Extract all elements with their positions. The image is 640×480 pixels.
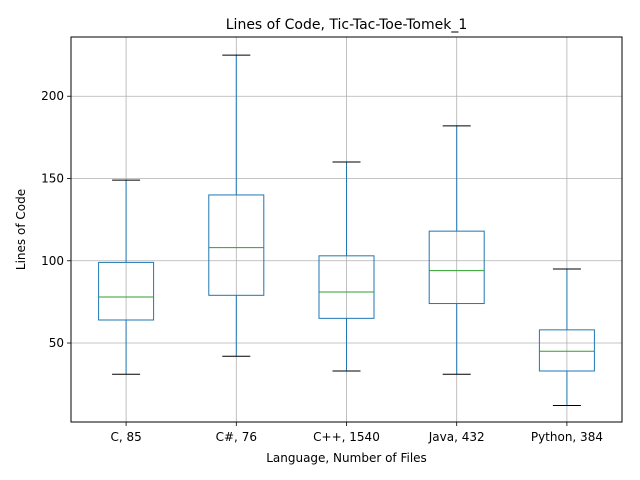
y-tick-label: 200 bbox=[41, 89, 64, 103]
box-group bbox=[318, 161, 375, 372]
box-group bbox=[428, 125, 485, 375]
box-group bbox=[208, 54, 265, 357]
iqr-box bbox=[208, 194, 265, 296]
chart-title: Lines of Code, Tic-Tac-Toe-Tomek_1 bbox=[226, 17, 467, 33]
iqr-box bbox=[98, 261, 155, 321]
iqr-box bbox=[428, 230, 485, 305]
iqr-box bbox=[538, 329, 595, 372]
y-tick-label: 100 bbox=[41, 254, 64, 268]
boxes-layer bbox=[98, 54, 595, 407]
x-tick-label: C, 85 bbox=[110, 430, 141, 444]
box-group bbox=[538, 268, 595, 407]
x-tick-label: Java, 432 bbox=[428, 430, 485, 444]
x-axis-label: Language, Number of Files bbox=[266, 451, 427, 465]
y-tick-label: 50 bbox=[49, 336, 64, 350]
iqr-box bbox=[318, 255, 375, 319]
x-tick-label: C++, 1540 bbox=[313, 430, 380, 444]
ticks-layer: 50 100 150 200 C, 85 C#, 76 C++, 1540 Java, 432… bbox=[41, 89, 603, 444]
y-axis-label: Lines of Code bbox=[14, 189, 28, 270]
x-tick-label: C#, 76 bbox=[216, 430, 257, 444]
box-group bbox=[98, 179, 155, 375]
y-tick-label: 150 bbox=[41, 171, 64, 185]
x-tick-label: Python, 384 bbox=[531, 430, 603, 444]
